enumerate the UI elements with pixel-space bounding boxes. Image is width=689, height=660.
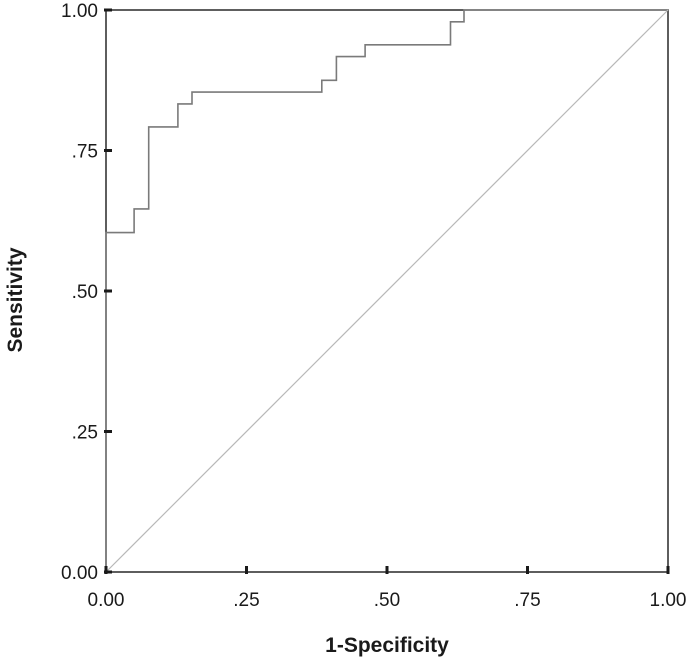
y-tick-label: 0.00 (61, 563, 98, 584)
x-tick-label: 0.00 (88, 590, 125, 611)
y-axis-title: Sensitivity (4, 247, 27, 352)
roc-curve-line (105, 9, 668, 572)
y-tick-label: .25 (72, 423, 98, 444)
x-tick-label: 1.00 (650, 590, 687, 611)
x-axis-title: 1-Specificity (325, 634, 449, 657)
y-tick-label: .50 (72, 282, 98, 303)
x-tick-label: .50 (374, 590, 400, 611)
y-tick-label: 1.00 (61, 1, 98, 22)
x-tick-label: .25 (233, 590, 259, 611)
x-tick-label: .75 (514, 590, 540, 611)
y-tick-label: .75 (72, 142, 98, 163)
reference-line-line (105, 9, 669, 573)
